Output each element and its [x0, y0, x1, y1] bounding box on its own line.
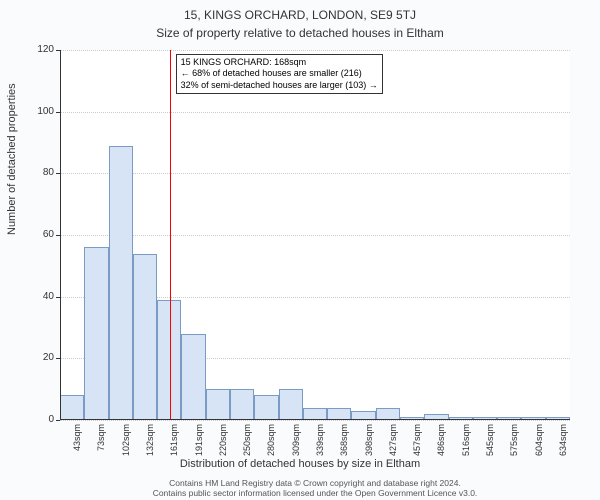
xtick-label: 398sqm [364, 424, 374, 464]
ytick-label: 0 [24, 414, 54, 425]
chart-title-desc: Size of property relative to detached ho… [0, 26, 600, 40]
chart-title-address: 15, KINGS ORCHARD, LONDON, SE9 5TJ [0, 8, 600, 22]
ytick-mark [56, 358, 60, 359]
attribution-text: Contains HM Land Registry data © Crown c… [60, 478, 570, 498]
histogram-bar [181, 334, 205, 420]
xtick-label: 191sqm [194, 424, 204, 464]
y-axis-label: Number of detached properties [6, 83, 18, 235]
annotation-line: ← 68% of detached houses are smaller (21… [181, 68, 378, 79]
gridline [60, 420, 570, 421]
ytick-label: 60 [24, 229, 54, 240]
xtick-label: 43sqm [72, 424, 82, 464]
xtick-label: 486sqm [436, 424, 446, 464]
xtick-label: 280sqm [266, 424, 276, 464]
gridline [60, 50, 570, 51]
gridline [60, 112, 570, 113]
xtick-label: 457sqm [412, 424, 422, 464]
ytick-label: 120 [24, 44, 54, 55]
annotation-line: 15 KINGS ORCHARD: 168sqm [181, 57, 378, 68]
y-axis-line [60, 50, 61, 420]
ytick-mark [56, 235, 60, 236]
ytick-mark [56, 173, 60, 174]
gridline [60, 235, 570, 236]
xtick-label: 220sqm [218, 424, 228, 464]
xtick-label: 132sqm [145, 424, 155, 464]
ytick-label: 100 [24, 106, 54, 117]
xtick-label: 102sqm [121, 424, 131, 464]
histogram-bar [254, 395, 278, 420]
histogram-bar [279, 389, 303, 420]
ytick-mark [56, 112, 60, 113]
histogram-bar [109, 146, 133, 420]
ytick-mark [56, 297, 60, 298]
ytick-label: 40 [24, 291, 54, 302]
xtick-label: 427sqm [388, 424, 398, 464]
ytick-mark [56, 420, 60, 421]
histogram-bar [133, 254, 157, 421]
xtick-label: 516sqm [461, 424, 471, 464]
xtick-label: 634sqm [558, 424, 568, 464]
gridline [60, 173, 570, 174]
xtick-label: 250sqm [242, 424, 252, 464]
property-marker-line [170, 50, 171, 420]
xtick-label: 309sqm [291, 424, 301, 464]
histogram-bar [84, 247, 108, 420]
ytick-label: 20 [24, 352, 54, 363]
xtick-label: 545sqm [485, 424, 495, 464]
plot-area: 15 KINGS ORCHARD: 168sqm← 68% of detache… [60, 50, 570, 420]
footer-line1: Contains HM Land Registry data © Crown c… [60, 478, 570, 488]
ytick-label: 80 [24, 167, 54, 178]
xtick-label: 73sqm [96, 424, 106, 464]
xtick-label: 368sqm [339, 424, 349, 464]
footer-line2: Contains public sector information licen… [60, 488, 570, 498]
histogram-bar [206, 389, 230, 420]
histogram-bar [60, 395, 84, 420]
chart-container: 15, KINGS ORCHARD, LONDON, SE9 5TJ Size … [0, 0, 600, 500]
xtick-label: 339sqm [315, 424, 325, 464]
xtick-label: 604sqm [534, 424, 544, 464]
xtick-label: 161sqm [169, 424, 179, 464]
xtick-label: 575sqm [509, 424, 519, 464]
ytick-mark [56, 50, 60, 51]
x-axis-line [60, 419, 570, 420]
histogram-bar [230, 389, 254, 420]
annotation-line: 32% of semi-detached houses are larger (… [181, 80, 378, 91]
annotation-box: 15 KINGS ORCHARD: 168sqm← 68% of detache… [176, 54, 383, 94]
